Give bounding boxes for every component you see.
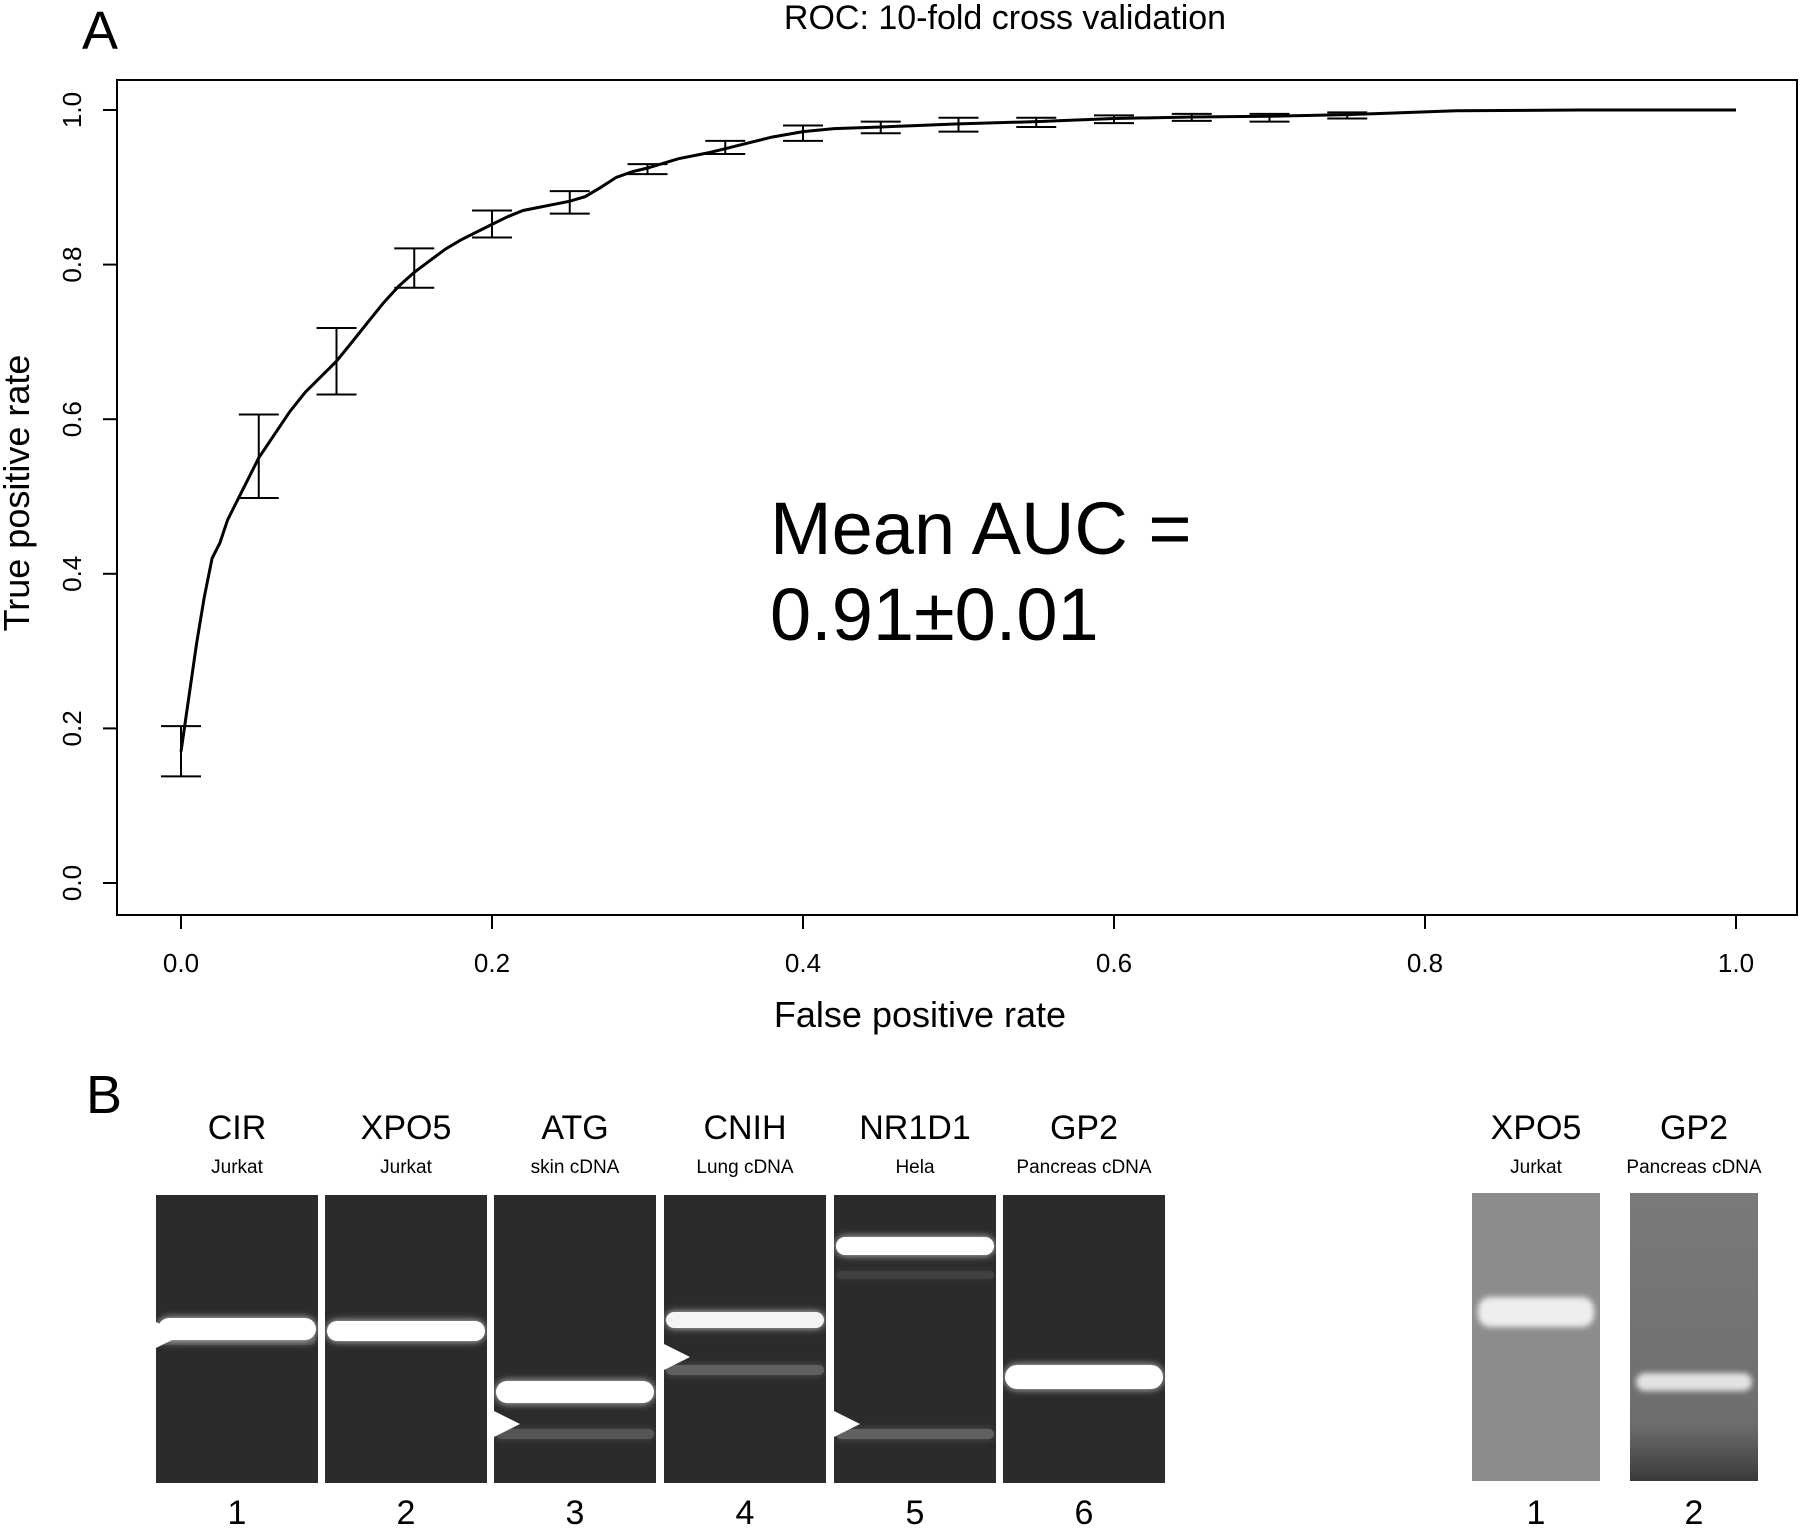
gel-band: [1478, 1297, 1594, 1327]
y-tick-label: 0.0: [57, 865, 87, 901]
gel-band: [836, 1271, 994, 1279]
gel-band: [327, 1321, 485, 1341]
gel-band: [666, 1312, 824, 1328]
gel-lane-image: [156, 1195, 318, 1483]
y-tick-label: 1.0: [57, 92, 87, 128]
lane-number: 1: [227, 1494, 247, 1532]
gel-sample-label: Lung cDNA: [696, 1157, 794, 1178]
gel-lane-image: [1003, 1195, 1165, 1483]
gel-lane-image: [664, 1195, 826, 1483]
band-arrowhead: [834, 1411, 860, 1437]
x-tick-label: 0.6: [1096, 948, 1132, 978]
gel-title-atg: ATG: [541, 1109, 609, 1147]
annotation-line-1: Mean AUC =: [770, 487, 1192, 570]
gel-sample-label: Pancreas cDNA: [1626, 1157, 1762, 1178]
chart-title: ROC: 10-fold cross validation: [784, 0, 1226, 37]
band-arrowhead: [494, 1411, 520, 1437]
lane-number: 2: [396, 1494, 416, 1532]
panel-b-label: B: [86, 1065, 123, 1125]
gel-title-gp2: GP2: [1049, 1109, 1119, 1147]
lane-number: 2: [1684, 1494, 1704, 1532]
y-tick-label: 0.8: [57, 247, 87, 283]
gel-sample-label: skin cDNA: [530, 1157, 620, 1178]
y-axis-label: True positive rate: [0, 355, 37, 632]
gel-band: [836, 1429, 994, 1439]
y-tick-label: 0.2: [57, 710, 87, 746]
y-tick-label: 0.4: [57, 556, 87, 592]
gel-band: [496, 1429, 654, 1439]
gel-sample-label: Hela: [895, 1157, 935, 1178]
x-tick-label: 0.0: [163, 948, 199, 978]
roc-chart: ROC: 10-fold cross validation 0.0 0.2 0.4 0…: [0, 0, 1798, 1035]
band-arrowhead: [156, 1322, 182, 1348]
x-axis-label: False positive rate: [774, 994, 1066, 1035]
y-tick-label: 0.6: [57, 401, 87, 437]
gel-band: [836, 1237, 994, 1255]
gel-title-nr1d1: NR1D1: [859, 1109, 971, 1147]
x-tick-label: 0.2: [474, 948, 510, 978]
gel-title-cnih: CNIH: [703, 1109, 787, 1147]
gel-band: [158, 1335, 316, 1345]
gel-title-cir: CIR: [207, 1109, 267, 1147]
annotation-line-2: 0.91±0.01: [770, 573, 1099, 656]
gel-band: [1636, 1373, 1752, 1391]
gel-lane-image: [1630, 1193, 1758, 1481]
gel-band: [666, 1365, 824, 1375]
gel-sample-label: Pancreas cDNA: [1016, 1157, 1152, 1178]
x-tick-label: 0.4: [785, 948, 821, 978]
gel-title-xpo5: XPO5: [1490, 1109, 1582, 1147]
lane-number: 1: [1526, 1494, 1546, 1532]
panel-a-label: A: [82, 1, 119, 61]
lane-number: 4: [735, 1494, 755, 1532]
lane-number: 3: [565, 1494, 585, 1532]
lane-number: 5: [905, 1494, 925, 1532]
gel-band: [1005, 1365, 1163, 1389]
gel-lane-image: [494, 1195, 656, 1483]
gel-sample-label: Jurkat: [1510, 1157, 1562, 1178]
lane-number: 6: [1074, 1494, 1094, 1532]
gel-lane-image: [1472, 1193, 1600, 1481]
roc-curve-line: [179, 108, 1736, 752]
gel-title-gp2: GP2: [1659, 1109, 1729, 1147]
gel-lane-image: [834, 1195, 996, 1483]
gel-sample-label: Jurkat: [380, 1157, 432, 1178]
gel-band: [158, 1318, 316, 1340]
x-tick-label: 0.8: [1407, 948, 1443, 978]
band-arrowhead: [664, 1344, 690, 1370]
gel-band: [496, 1381, 654, 1403]
gel-lane-image: [325, 1195, 487, 1483]
gel-title-xpo5: XPO5: [360, 1109, 452, 1147]
x-tick-label: 1.0: [1718, 948, 1754, 978]
gel-sample-label: Jurkat: [211, 1157, 263, 1178]
